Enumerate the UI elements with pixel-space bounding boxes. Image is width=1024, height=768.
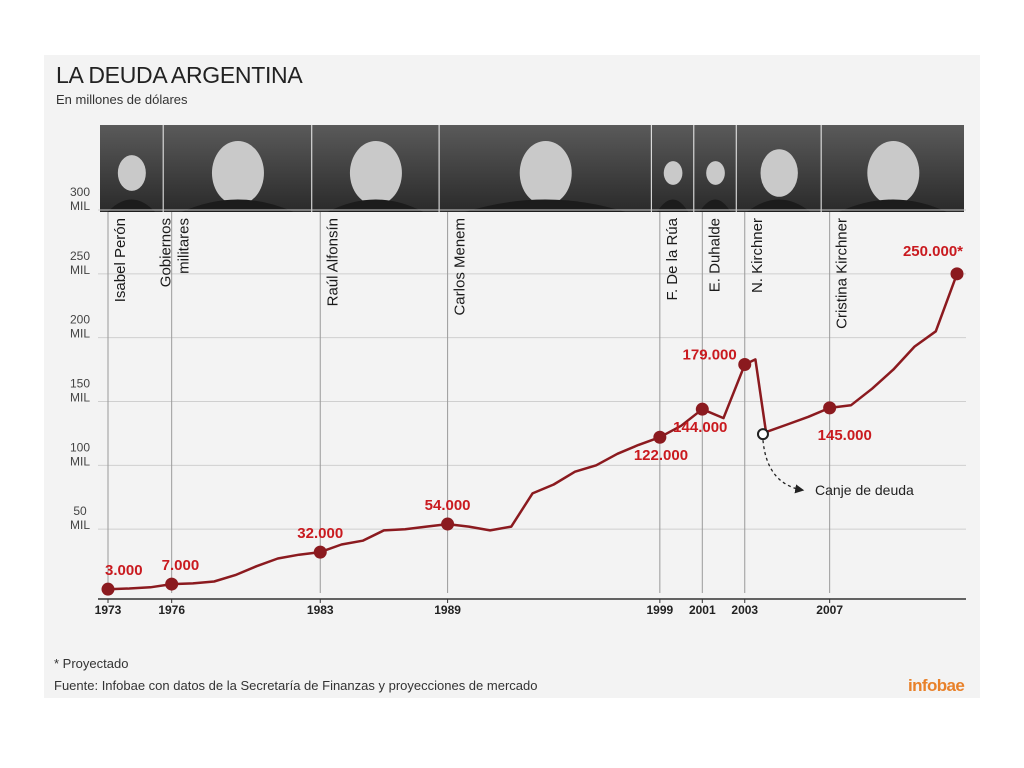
data-point-2003 — [738, 357, 752, 371]
portrait-shoulders — [656, 199, 689, 212]
portrait-shoulders — [181, 199, 294, 212]
annotation-arrow — [762, 440, 805, 494]
x-tick-label: 2007 — [816, 603, 843, 617]
x-tick-label: 1976 — [158, 603, 185, 617]
data-label-2007: 145.000 — [818, 427, 872, 444]
portrait-shoulders — [107, 199, 156, 212]
duhalde-photo — [694, 125, 736, 212]
data-label-1973: 3.000 — [105, 562, 143, 579]
data-point-1983 — [313, 545, 327, 559]
data-label-2003: 179.000 — [683, 346, 737, 363]
president-name: Gobiernos — [158, 218, 175, 287]
x-tick-label: 1983 — [307, 603, 334, 617]
source-note: Fuente: Infobae con datos de la Secretar… — [54, 678, 538, 693]
president-name: F. De la Rúa — [664, 217, 681, 300]
data-point-1976 — [165, 577, 179, 591]
y-tick-label: 150 — [70, 377, 90, 391]
annotation-point — [756, 428, 769, 441]
military-government-photo — [163, 125, 312, 212]
president-name: Cristina Kirchner — [834, 218, 851, 329]
footnote: * Proyectado — [54, 656, 129, 671]
carlos-menem-photo — [439, 125, 651, 212]
president-name: E. Duhalde — [706, 218, 723, 292]
x-tick-label: 1999 — [646, 603, 673, 617]
annotation-group: Canje de deuda — [756, 428, 914, 498]
portrait-face — [760, 149, 798, 197]
highlight-markers: 3.000 7.000 32.000 54.000 122.000 144.000 179.… — [101, 243, 964, 596]
data-point-1999 — [653, 430, 667, 444]
president-labels: Isabel Perón Gobiernos militares Raúl Alfon… — [112, 217, 851, 329]
isabel-peron-photo — [100, 125, 163, 212]
y-tick-unit: MIL — [70, 199, 90, 213]
president-name: Raúl Alfonsín — [324, 218, 341, 306]
x-axis: 1973 1976 1983 1989 1999 2001 2003 2007 — [95, 598, 966, 617]
portrait-face — [211, 141, 264, 205]
y-tick-label: 100 — [70, 440, 90, 454]
series-group — [107, 273, 959, 591]
infobae-logo: infobae — [908, 676, 965, 695]
raul-alfonsin-photo — [312, 125, 439, 212]
portrait-face — [706, 161, 725, 185]
portrait-face — [349, 141, 402, 205]
data-label-2013: 250.000* — [903, 243, 963, 260]
portrait-shoulders — [838, 199, 947, 212]
data-point-2013 — [950, 267, 964, 281]
cristina-kirchner-photo — [821, 125, 964, 212]
portrait-shoulders — [746, 199, 811, 212]
x-tick-label: 1973 — [95, 603, 122, 617]
y-tick-unit: MIL — [70, 263, 90, 277]
portrait-shoulders — [327, 199, 424, 212]
y-tick-label: 50 — [73, 504, 87, 518]
chart-title: LA DEUDA ARGENTINA — [56, 62, 303, 88]
x-tick-label: 2003 — [731, 603, 758, 617]
data-label-1983: 32.000 — [297, 525, 343, 542]
chart-subtitle: En millones de dólares — [56, 92, 188, 107]
president-name: Isabel Perón — [112, 218, 129, 302]
data-point-2007 — [823, 401, 837, 415]
portrait-face — [867, 141, 920, 205]
president-name: Carlos Menem — [452, 218, 469, 316]
y-tick-label: 300 — [70, 185, 90, 199]
grid-lines — [98, 209, 966, 530]
portrait-face — [519, 141, 572, 205]
y-tick-unit: MIL — [70, 518, 90, 532]
y-tick-label: 250 — [70, 249, 90, 263]
portrait-face — [117, 155, 146, 191]
portrait-shoulders — [699, 199, 731, 212]
data-label-2001: 144.000 — [673, 419, 727, 436]
x-tick-label: 2001 — [689, 603, 716, 617]
x-tick-label: 1989 — [434, 603, 461, 617]
data-point-2001 — [695, 402, 709, 416]
data-label-1989: 54.000 — [425, 497, 471, 514]
president-name: N. Kirchner — [749, 218, 766, 293]
nestor-kirchner-photo — [736, 125, 821, 212]
data-label-1999: 122.000 — [634, 447, 688, 464]
portrait-face — [663, 161, 683, 185]
y-tick-unit: MIL — [70, 454, 90, 468]
portrait-shoulders — [465, 199, 626, 212]
y-tick-label: 200 — [70, 313, 90, 327]
annotation-label: Canje de deuda — [815, 482, 914, 498]
president-photos — [100, 125, 964, 212]
y-tick-unit: MIL — [70, 391, 90, 405]
data-point-1973 — [101, 582, 115, 596]
de-la-rua-photo — [651, 125, 694, 212]
y-tick-unit: MIL — [70, 327, 90, 341]
president-name: militares — [176, 218, 193, 274]
data-label-1976: 7.000 — [162, 557, 200, 574]
series-line-deuda — [107, 273, 959, 591]
data-point-1989 — [441, 517, 455, 531]
